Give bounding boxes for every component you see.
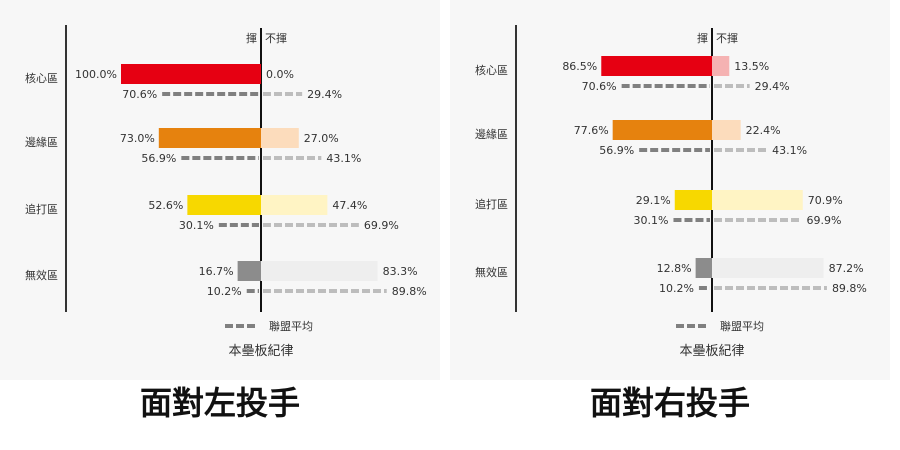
league-avg-no-swing-label: 43.1%: [326, 152, 361, 165]
league-avg-no-swing-label: 89.8%: [392, 285, 427, 298]
league-avg-swing-label: 30.1%: [179, 219, 214, 232]
swing-bar: [612, 120, 712, 140]
no-swing-bar: [712, 258, 824, 278]
no-swing-bar: [712, 120, 741, 140]
league-avg-swing-label: 70.6%: [122, 88, 157, 101]
league-avg-swing-label: 10.2%: [659, 282, 694, 295]
league-avg-no-swing-label: 69.9%: [806, 214, 841, 227]
caption-left: 面對左投手: [139, 384, 300, 422]
legend-label: 聯盟平均: [720, 320, 764, 333]
no-swing-value-label: 13.5%: [734, 60, 769, 73]
header-no-swing: 不揮: [265, 31, 287, 45]
swing-bar: [695, 258, 712, 278]
league-avg-swing-label: 70.6%: [582, 80, 617, 93]
swing-bar: [601, 56, 712, 76]
legend-label: 聯盟平均: [269, 320, 313, 333]
swing-value-label: 86.5%: [562, 60, 597, 73]
header-swing: 揮: [246, 31, 257, 45]
no-swing-value-label: 83.3%: [383, 265, 418, 278]
league-avg-swing-label: 10.2%: [207, 285, 242, 298]
swing-value-label: 29.1%: [636, 194, 671, 207]
swing-bar: [121, 64, 261, 84]
chart-right: 揮不揮核心區 86.5% 13.5% 70.6% 29.4% 邊緣區 77.6% 22.4% 5…: [475, 25, 867, 359]
caption-right: 面對右投手: [589, 384, 750, 422]
league-avg-swing-label: 56.9%: [599, 144, 634, 157]
no-swing-value-label: 70.9%: [808, 194, 843, 207]
category-label: 核心區: [25, 71, 58, 85]
swing-value-label: 16.7%: [199, 265, 234, 278]
header-no-swing: 不揮: [716, 31, 738, 45]
swing-value-label: 52.6%: [148, 199, 183, 212]
category-label: 追打區: [25, 202, 58, 216]
league-avg-no-swing-label: 29.4%: [755, 80, 790, 93]
category-label: 核心區: [475, 63, 508, 77]
swing-value-label: 12.8%: [657, 262, 692, 275]
no-swing-bar: [712, 190, 803, 210]
no-swing-bar: [261, 195, 328, 215]
swing-value-label: 73.0%: [120, 132, 155, 145]
swing-value-label: 77.6%: [574, 124, 609, 137]
league-avg-no-swing-label: 29.4%: [307, 88, 342, 101]
swing-value-label: 100.0%: [75, 68, 117, 81]
no-swing-bar: [261, 128, 299, 148]
league-avg-no-swing-label: 89.8%: [832, 282, 867, 295]
league-avg-no-swing-label: 69.9%: [364, 219, 399, 232]
no-swing-bar: [261, 261, 378, 281]
no-swing-value-label: 0.0%: [266, 68, 294, 81]
chart-left: 揮不揮核心區 100.0% 0.0% 70.6% 29.4% 邊緣區 73.0% 27.0% 5…: [25, 25, 427, 359]
league-avg-swing-label: 56.9%: [141, 152, 176, 165]
no-swing-bar: [712, 56, 730, 76]
no-swing-value-label: 22.4%: [746, 124, 781, 137]
swing-bar: [237, 261, 261, 281]
swing-bar: [158, 128, 261, 148]
category-label: 無效區: [475, 265, 508, 279]
category-label: 無效區: [25, 268, 58, 282]
swing-bar: [187, 195, 261, 215]
swing-bar: [674, 190, 712, 210]
chart-panel-left: 揮不揮核心區 100.0% 0.0% 70.6% 29.4% 邊緣區 73.0% 27.0% 5…: [0, 0, 440, 380]
league-avg-no-swing-label: 43.1%: [772, 144, 807, 157]
x-axis-label: 本壘板紀律: [228, 344, 293, 359]
header-swing: 揮: [697, 31, 708, 45]
no-swing-value-label: 47.4%: [332, 199, 367, 212]
chart-panel-right: 揮不揮核心區 86.5% 13.5% 70.6% 29.4% 邊緣區 77.6% 22.4% 5…: [450, 0, 890, 380]
category-label: 邊緣區: [25, 135, 58, 149]
no-swing-value-label: 87.2%: [829, 262, 864, 275]
league-avg-swing-label: 30.1%: [634, 214, 669, 227]
category-label: 追打區: [475, 197, 508, 211]
no-swing-value-label: 27.0%: [304, 132, 339, 145]
x-axis-label: 本壘板紀律: [679, 344, 744, 359]
category-label: 邊緣區: [475, 127, 508, 141]
